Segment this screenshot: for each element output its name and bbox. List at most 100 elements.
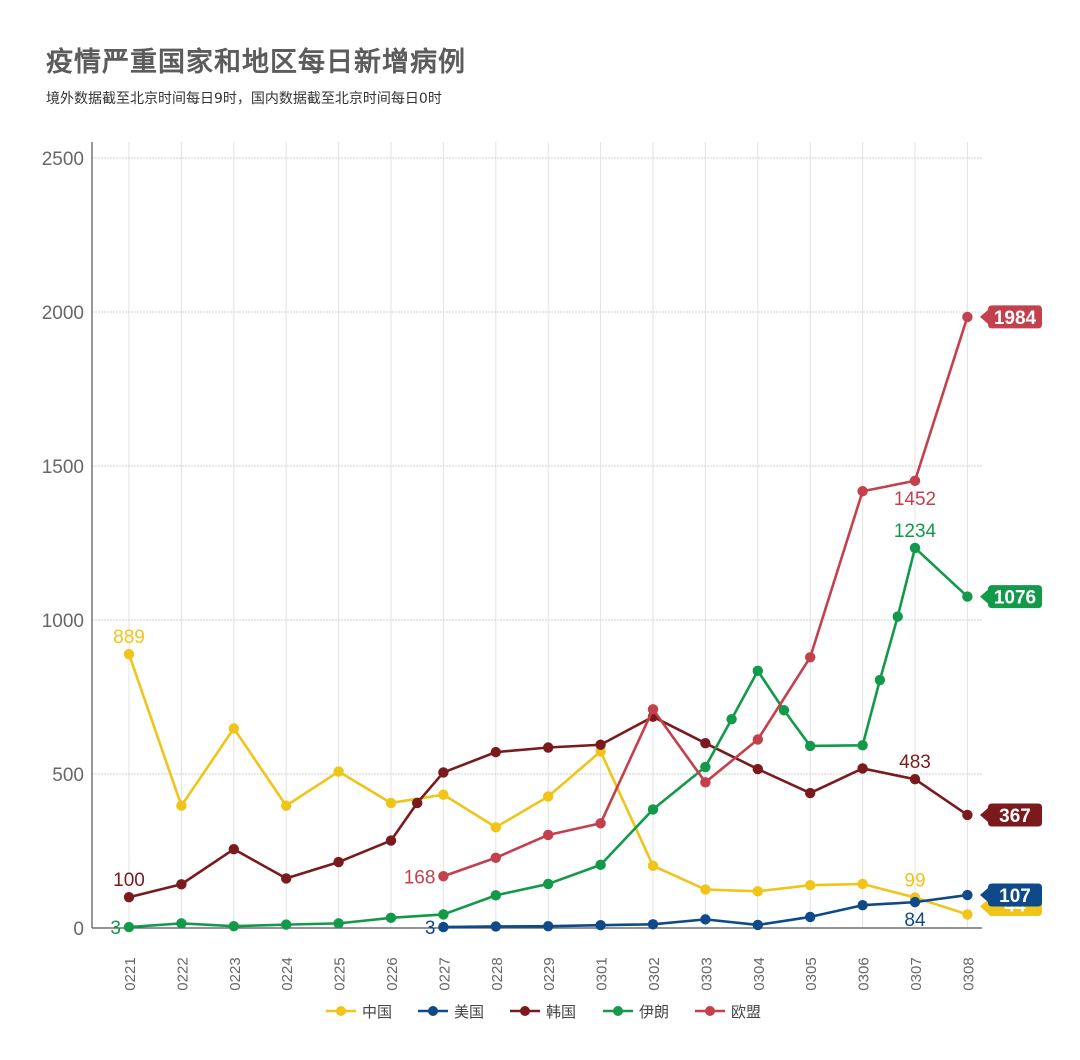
end-label-tag	[980, 305, 1042, 329]
data-point	[490, 746, 501, 758]
legend-item: 中国	[326, 1003, 392, 1021]
data-point	[647, 804, 659, 815]
data-annotation: 168	[404, 867, 436, 888]
axes: 0 500 1000 1500 2000 2500 0221 0222 0223 0224 0225…	[42, 142, 982, 991]
data-annotation: 3	[110, 918, 121, 939]
data-point	[700, 884, 711, 895]
data-point	[700, 761, 711, 773]
end-label-text: 107	[999, 886, 1031, 907]
data-point	[228, 920, 239, 932]
data-point	[647, 860, 659, 871]
y-tick-label: 0	[73, 919, 84, 940]
data-point	[543, 791, 554, 802]
x-tick-label: 0225	[332, 957, 349, 990]
legend-label: 欧盟	[731, 1003, 761, 1021]
data-annotation: 1234	[894, 521, 937, 542]
data-point	[909, 475, 921, 486]
data-point	[123, 648, 135, 660]
x-tick-label: 0304	[751, 957, 768, 990]
data-point	[595, 920, 606, 931]
data-point	[176, 879, 187, 890]
data-point	[857, 740, 868, 751]
legend-swatch-dot	[336, 1006, 346, 1016]
data-point	[874, 674, 886, 686]
data-point	[281, 873, 292, 884]
series-line	[128, 715, 969, 899]
data-point	[490, 890, 501, 901]
series-layer	[123, 311, 973, 933]
x-tick-label: 0228	[489, 957, 506, 990]
x-tick-label: 0221	[122, 957, 139, 990]
data-point	[805, 911, 816, 923]
end-label-tag	[980, 585, 1042, 609]
data-point	[962, 909, 973, 920]
legend-item: 伊朗	[603, 1003, 669, 1021]
x-tick-label: 0308	[960, 957, 977, 990]
legend-label: 伊朗	[639, 1003, 669, 1021]
data-point	[438, 871, 449, 882]
annotations-layer: 889 99 3 84 100 483 3 1234 168 1452	[110, 489, 936, 939]
x-tick-label: 0302	[646, 957, 663, 990]
end-label-tag	[980, 803, 1042, 827]
data-point	[752, 919, 763, 931]
data-point	[543, 829, 554, 841]
x-tick-label: 0223	[227, 957, 244, 990]
data-point	[857, 486, 868, 497]
data-point	[700, 914, 711, 925]
data-point	[228, 843, 239, 855]
x-tick-label: 0224	[279, 957, 296, 990]
x-tick-label: 0227	[436, 957, 453, 990]
data-point	[909, 896, 921, 908]
legend: 中国 美国 韩国 伊朗 欧盟	[326, 1003, 761, 1021]
data-point	[438, 767, 449, 778]
y-tick-label: 2000	[42, 303, 84, 324]
data-point	[909, 774, 921, 785]
data-annotation: 100	[113, 870, 145, 891]
data-point	[962, 809, 973, 821]
data-point	[805, 787, 816, 799]
data-point	[752, 734, 763, 745]
data-point	[752, 886, 763, 897]
data-point	[228, 723, 239, 734]
chart-title: 疫情严重国家和地区每日新增病例	[46, 47, 466, 78]
data-point	[647, 704, 659, 715]
data-point	[857, 763, 868, 774]
legend-label: 美国	[454, 1003, 484, 1021]
end-label-tag	[980, 883, 1042, 907]
data-point	[123, 921, 135, 933]
data-annotation: 3	[425, 918, 436, 939]
data-point	[700, 738, 711, 749]
data-point	[385, 835, 397, 846]
data-point	[752, 665, 763, 677]
data-point	[412, 797, 423, 809]
data-point	[857, 878, 868, 890]
x-tick-label: 0305	[803, 957, 820, 990]
chart-subtitle: 境外数据截至北京时间每日9时，国内数据截至北京时间每日0时	[46, 91, 442, 107]
data-point	[333, 918, 344, 929]
legend-swatch-dot	[520, 1006, 530, 1016]
data-point	[805, 879, 816, 891]
x-tick-label: 0307	[908, 957, 925, 990]
data-point	[805, 652, 816, 663]
legend-item: 欧盟	[695, 1003, 761, 1021]
data-point	[543, 878, 554, 890]
data-point	[595, 739, 606, 750]
data-point	[281, 800, 292, 811]
y-tick-label: 1000	[42, 611, 84, 632]
legend-label: 中国	[362, 1003, 392, 1021]
data-point	[385, 912, 397, 924]
y-tick-label: 2500	[42, 149, 84, 170]
data-point	[726, 713, 737, 725]
data-point	[752, 763, 763, 775]
data-point	[892, 611, 903, 622]
x-tick-label: 0306	[856, 957, 873, 990]
data-point	[281, 919, 292, 930]
data-annotation: 1452	[894, 489, 936, 510]
x-tick-label: 0222	[174, 957, 191, 990]
data-annotation: 84	[904, 910, 926, 931]
data-point	[778, 705, 790, 716]
data-point	[490, 921, 501, 932]
x-tick-label: 0229	[541, 957, 558, 990]
y-tick-label: 1500	[42, 457, 84, 478]
data-point	[962, 889, 973, 901]
